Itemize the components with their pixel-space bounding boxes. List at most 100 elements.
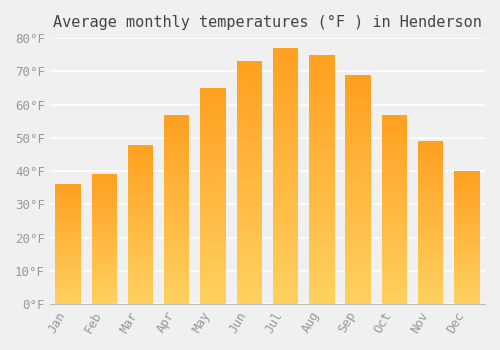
Bar bbox=[164, 260, 190, 262]
Bar bbox=[418, 223, 444, 224]
Bar bbox=[346, 201, 371, 203]
Bar bbox=[56, 287, 80, 289]
Bar bbox=[273, 222, 298, 225]
Bar bbox=[128, 156, 153, 157]
Bar bbox=[92, 245, 117, 246]
Bar bbox=[164, 124, 190, 126]
Bar bbox=[346, 134, 371, 136]
Bar bbox=[236, 146, 262, 149]
Bar bbox=[346, 302, 371, 304]
Bar bbox=[418, 288, 444, 289]
Bar bbox=[382, 149, 407, 150]
Bar bbox=[56, 206, 80, 207]
Bar bbox=[92, 272, 117, 273]
Bar bbox=[418, 270, 444, 272]
Bar bbox=[346, 238, 371, 240]
Bar bbox=[92, 176, 117, 177]
Bar bbox=[164, 190, 190, 192]
Bar bbox=[200, 287, 226, 289]
Bar bbox=[273, 258, 298, 261]
Bar bbox=[309, 140, 334, 142]
Bar bbox=[128, 170, 153, 172]
Bar bbox=[236, 263, 262, 265]
Bar bbox=[92, 271, 117, 272]
Bar bbox=[273, 71, 298, 74]
Bar bbox=[164, 135, 190, 137]
Bar bbox=[418, 244, 444, 245]
Bar bbox=[454, 264, 479, 266]
Bar bbox=[454, 286, 479, 287]
Bar bbox=[164, 240, 190, 242]
Bar bbox=[454, 283, 479, 284]
Bar bbox=[56, 220, 80, 222]
Bar bbox=[128, 196, 153, 197]
Bar bbox=[200, 211, 226, 213]
Bar bbox=[418, 192, 444, 193]
Bar bbox=[128, 199, 153, 201]
Bar bbox=[454, 194, 479, 195]
Bar bbox=[454, 289, 479, 291]
Bar bbox=[236, 253, 262, 255]
Bar bbox=[164, 255, 190, 257]
Bar bbox=[92, 193, 117, 194]
Bar bbox=[236, 212, 262, 214]
Bar bbox=[382, 236, 407, 238]
Bar bbox=[200, 280, 226, 282]
Bar bbox=[200, 112, 226, 114]
Bar bbox=[346, 203, 371, 205]
Bar bbox=[382, 154, 407, 156]
Bar bbox=[273, 207, 298, 209]
Bar bbox=[56, 298, 80, 299]
Bar bbox=[128, 219, 153, 221]
Bar bbox=[236, 161, 262, 163]
Bar bbox=[236, 86, 262, 88]
Bar bbox=[418, 264, 444, 265]
Bar bbox=[236, 280, 262, 282]
Bar bbox=[382, 228, 407, 230]
Bar bbox=[236, 282, 262, 285]
Bar bbox=[309, 264, 334, 267]
Bar bbox=[418, 145, 444, 146]
Bar bbox=[273, 107, 298, 110]
Bar bbox=[236, 183, 262, 185]
Bar bbox=[200, 122, 226, 125]
Bar bbox=[418, 202, 444, 203]
Bar bbox=[128, 194, 153, 196]
Bar bbox=[164, 175, 190, 177]
Bar bbox=[454, 181, 479, 182]
Bar bbox=[418, 224, 444, 226]
Bar bbox=[164, 274, 190, 276]
Bar bbox=[454, 178, 479, 179]
Bar bbox=[56, 278, 80, 279]
Bar bbox=[273, 168, 298, 171]
Bar bbox=[92, 182, 117, 183]
Bar bbox=[164, 168, 190, 170]
Bar bbox=[92, 273, 117, 274]
Bar bbox=[382, 247, 407, 249]
Bar bbox=[346, 157, 371, 160]
Bar bbox=[236, 236, 262, 239]
Bar bbox=[92, 203, 117, 204]
Bar bbox=[418, 229, 444, 231]
Bar bbox=[346, 212, 371, 215]
Bar bbox=[128, 149, 153, 151]
Bar bbox=[418, 143, 444, 145]
Bar bbox=[454, 183, 479, 184]
Bar bbox=[309, 267, 334, 269]
Bar bbox=[273, 84, 298, 86]
Bar bbox=[346, 183, 371, 185]
Bar bbox=[273, 176, 298, 179]
Bar bbox=[236, 224, 262, 226]
Bar bbox=[273, 102, 298, 104]
Bar bbox=[346, 288, 371, 290]
Bar bbox=[128, 269, 153, 271]
Bar bbox=[200, 201, 226, 203]
Bar bbox=[454, 211, 479, 212]
Bar bbox=[418, 216, 444, 218]
Bar bbox=[454, 179, 479, 181]
Bar bbox=[418, 203, 444, 205]
Bar bbox=[346, 84, 371, 86]
Bar bbox=[236, 81, 262, 83]
Bar bbox=[309, 189, 334, 192]
Bar bbox=[164, 291, 190, 293]
